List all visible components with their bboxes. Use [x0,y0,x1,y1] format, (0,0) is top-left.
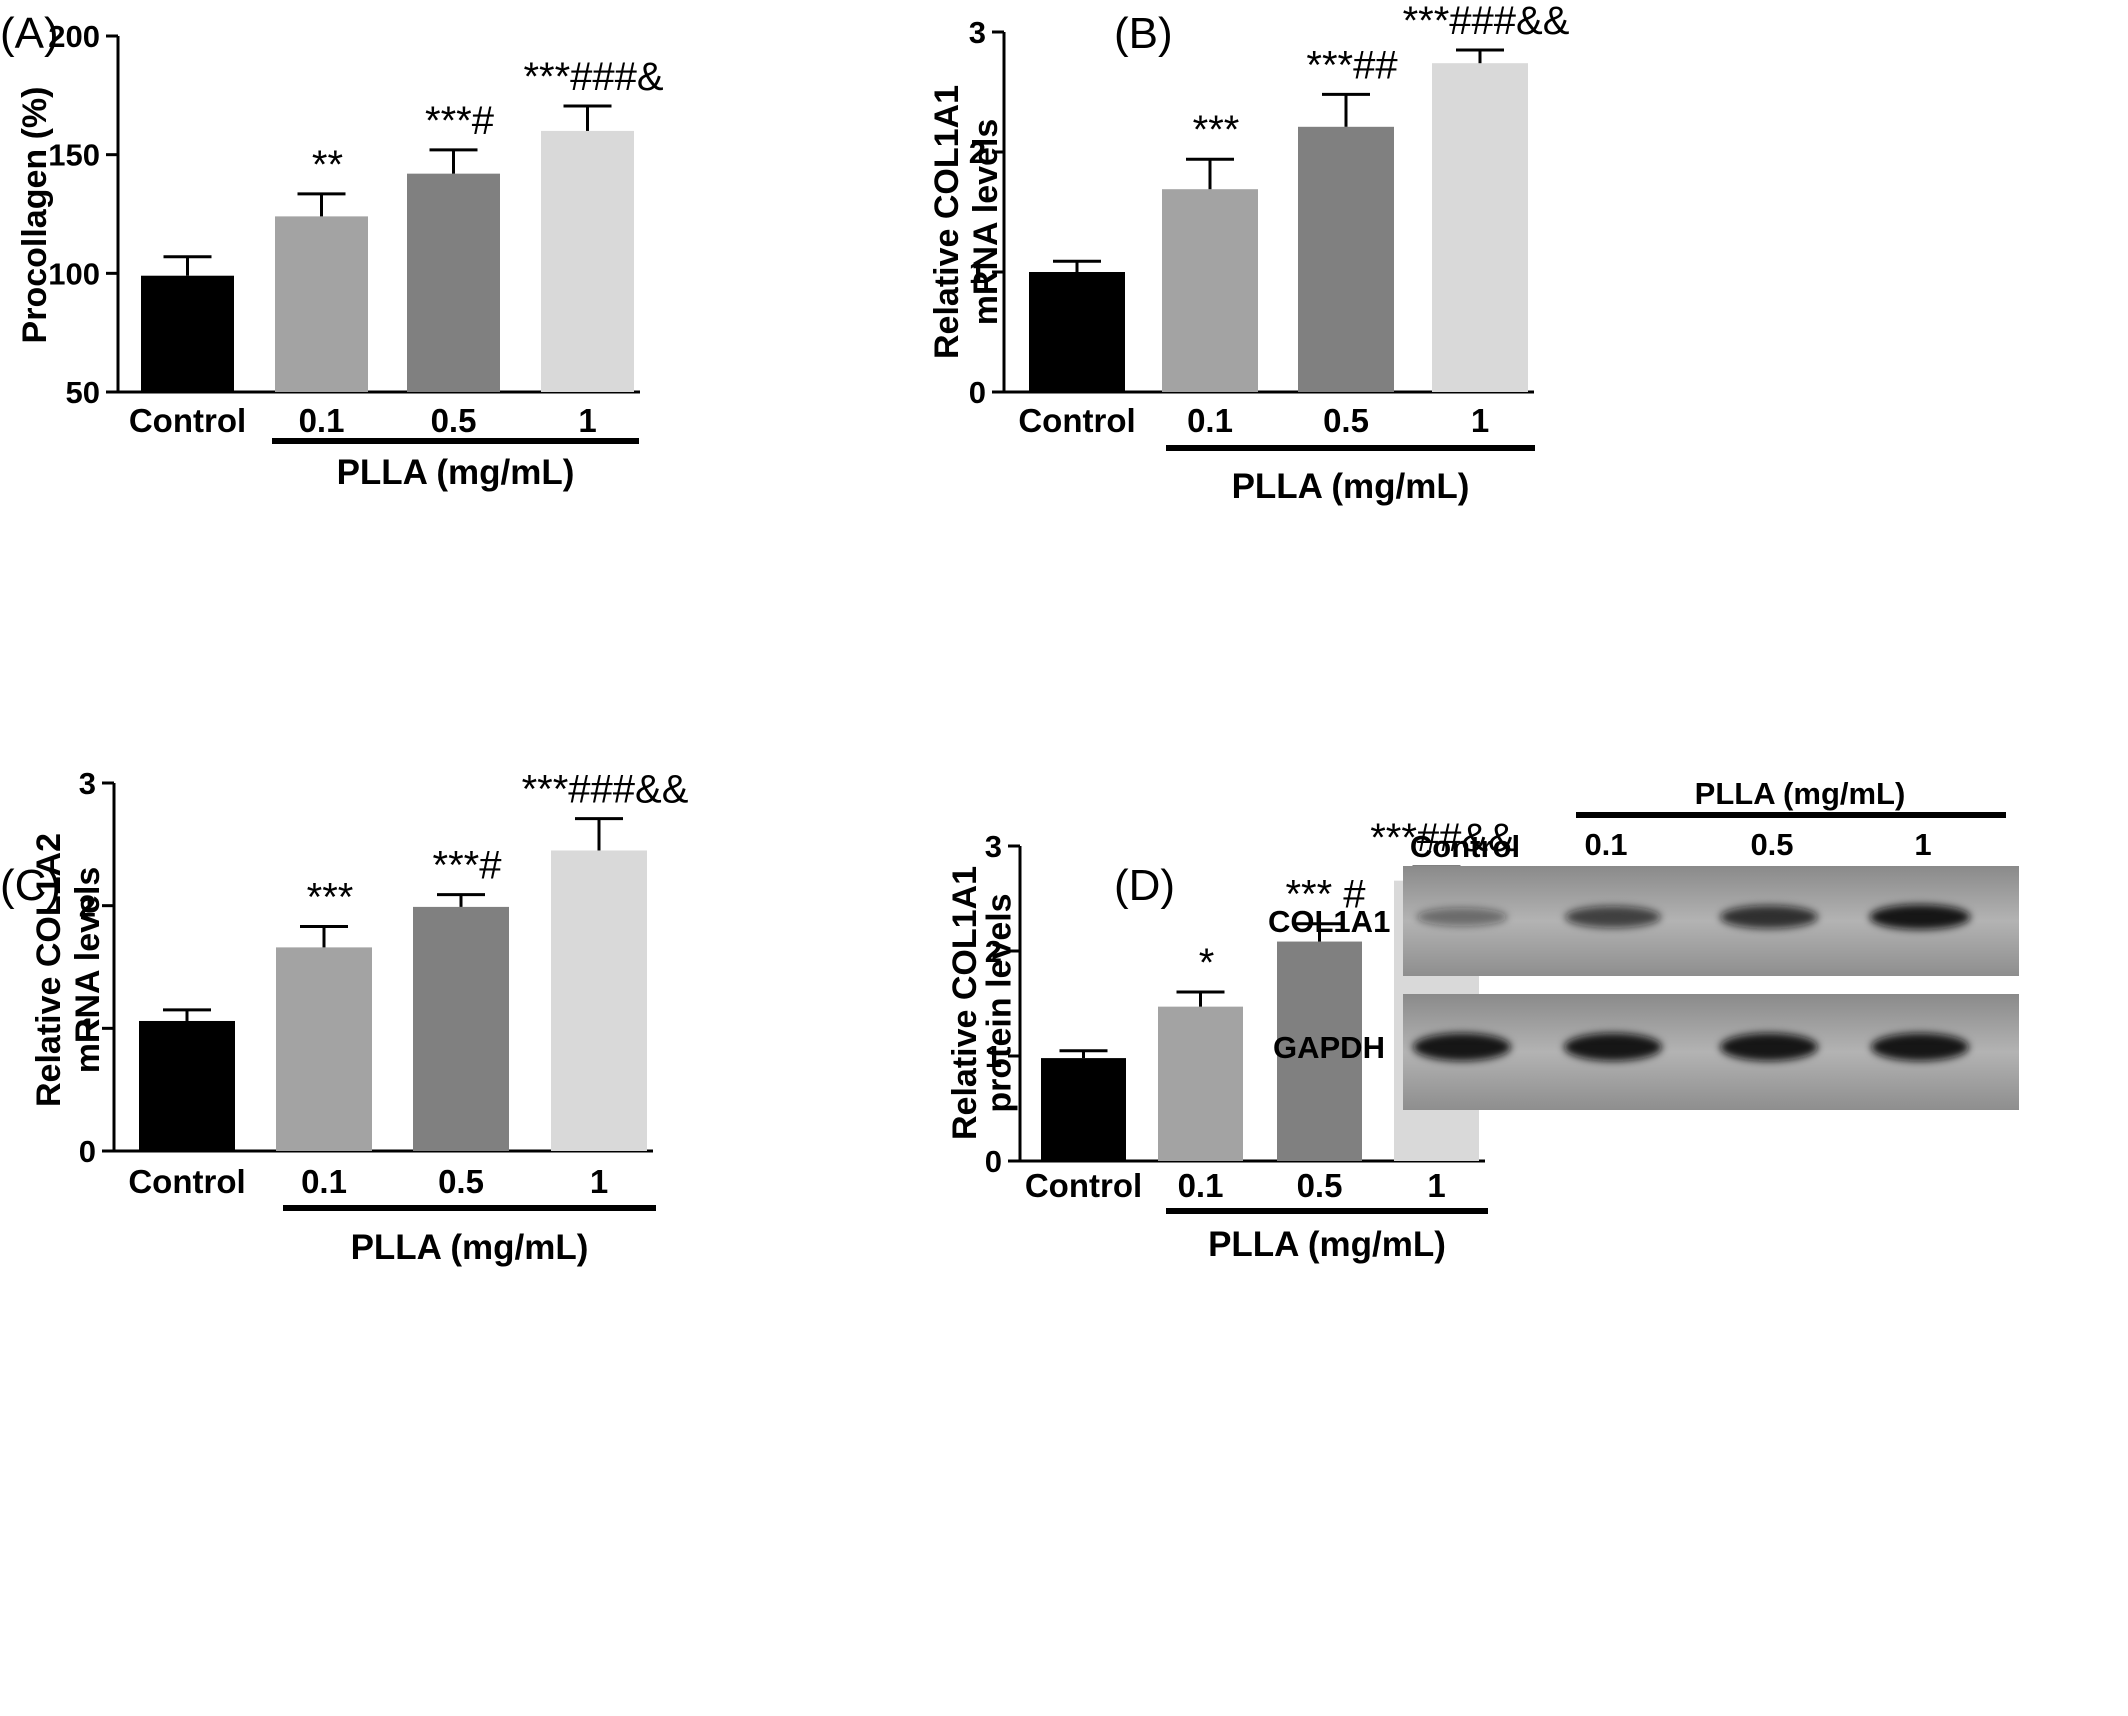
bar-1 [551,850,647,1151]
bar-0.5 [413,906,509,1151]
bar-1 [1432,63,1528,392]
chart-a-procollagen: 50 100 150 200 Procollagen (%) Control ** 0.1 **… [16,19,664,492]
chart-c-col1a2-mrna: 0 1 2 3 Relative COL1A2mRNA levels Control ***… [30,766,689,1267]
significance-label: ***##&& [1370,816,1515,860]
blot-group-label: PLLA (mg/mL) [1695,776,1906,811]
blot-bands-gapdh [1413,1033,1969,1061]
blot-row-label-gapdh: GAPDH [1273,1030,1385,1065]
group-label: PLLA (mg/mL) [1208,1225,1446,1264]
panel-letter-b: (B) [1114,9,1173,58]
blot-lane-label-0.5: 0.5 [1750,827,1793,862]
x-category-label: 0.1 [1178,1167,1224,1204]
significance-label: ***# [425,99,495,143]
bar-0.5 [1277,941,1362,1161]
y-axis-label: Relative COL1A2mRNA levels [30,833,107,1107]
significance-label: ***# [433,844,503,888]
bar-0.5 [1298,126,1394,393]
significance-label: ***###& [523,55,663,99]
y-axis-label: Relative COL1A1protein levels [946,866,1019,1140]
blot-band-col1a1-lane-3 [1720,905,1818,929]
y-axis-label: Relative COL1A1mRNA levels [928,85,1005,359]
blot-band-gapdh-lane-1 [1413,1033,1511,1061]
y-tick-label: 1 [985,1039,1002,1074]
y-tick-label: 0 [79,1134,96,1169]
bar-Control [141,275,234,392]
x-category-label: 1 [590,1163,608,1200]
group-label: PLLA (mg/mL) [337,453,575,492]
bar-Control [1029,272,1125,392]
x-category-label: 0.5 [431,402,477,439]
y-tick-label: 0 [985,1144,1002,1179]
bar-Control [139,1020,235,1151]
x-category-label: 0.5 [1323,402,1369,439]
y-tick-label: 150 [48,138,100,173]
panel-letter-c: (C) [0,861,61,910]
y-tick-label: 2 [985,934,1002,969]
y-tick-label: 2 [969,135,986,170]
x-category-label: Control [129,402,246,439]
y-tick-label: 50 [66,375,100,410]
bar-0.1 [1162,189,1258,392]
significance-label: *** [307,876,354,920]
x-category-label: 1 [1427,1167,1445,1204]
bar-1 [541,130,634,392]
panel-letter-a: (A) [0,9,59,58]
y-tick-label: 0 [969,375,986,410]
y-tick-label: 1 [969,255,986,290]
bar-0.5 [407,173,500,392]
x-category-label: 1 [1471,402,1489,439]
blot-row-label-col1a1: COL1A1 [1268,904,1390,939]
group-label: PLLA (mg/mL) [351,1228,589,1267]
blot-lane-label-control: Control [1410,829,1520,864]
bar-0.1 [276,947,372,1151]
bar-0.1 [1158,1006,1243,1161]
x-category-label: 0.1 [299,402,345,439]
x-category-label: Control [1018,402,1135,439]
x-category-label: 0.1 [1187,402,1233,439]
blot-band-col1a1-lane-1 [1416,907,1508,927]
x-category-label: Control [128,1163,245,1200]
significance-label: * [1199,941,1215,985]
significance-label: ***## [1306,43,1398,87]
y-tick-label: 3 [985,829,1002,864]
significance-label: ** [312,143,343,187]
y-tick-label: 3 [79,766,96,801]
y-tick-label: 3 [969,15,986,50]
blot-band-gapdh-lane-3 [1720,1033,1818,1061]
significance-label: *** # [1285,873,1366,917]
x-category-label: 0.5 [1297,1167,1343,1204]
y-tick-label: 100 [48,256,100,291]
y-tick-label: 200 [48,19,100,54]
western-blot: PLLA (mg/mL) Control 0.1 0.5 1 COL1A1 GA… [1268,776,2019,1110]
blot-band-gapdh-lane-2 [1564,1033,1662,1061]
group-label: PLLA (mg/mL) [1232,467,1470,506]
significance-label: ***###&& [522,768,689,812]
chart-b-col1a1-mrna: 0 1 2 3 Relative COL1A1mRNA levels Control ***… [928,0,1570,506]
x-category-label: Control [1025,1167,1142,1204]
x-category-label: 0.1 [301,1163,347,1200]
y-tick-label: 2 [79,889,96,924]
bar-Control [1041,1058,1126,1161]
significance-label: *** [1193,108,1240,152]
x-category-label: 1 [578,402,596,439]
x-category-label: 0.5 [438,1163,484,1200]
blot-band-gapdh-lane-4 [1871,1033,1969,1061]
blot-lane-label-1: 1 [1914,827,1931,862]
blot-bands-col1a1 [1416,904,1971,930]
y-tick-label: 1 [79,1011,96,1046]
y-axis-label: Procollagen (%) [16,87,54,344]
panel-letter-d: (D) [1114,861,1175,910]
blot-lane-label-0.1: 0.1 [1584,827,1627,862]
bar-0.1 [275,216,368,392]
blot-band-col1a1-lane-2 [1565,906,1661,928]
blot-band-col1a1-lane-4 [1869,904,1971,930]
significance-label: ***###&& [1403,0,1570,43]
